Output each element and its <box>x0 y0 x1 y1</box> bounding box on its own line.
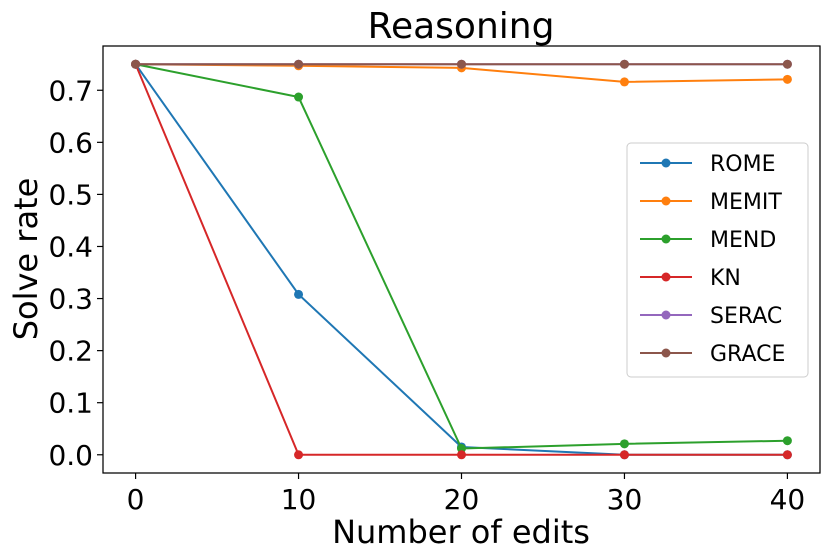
legend-label-memit: MEMIT <box>710 190 782 215</box>
legend-item-serac: SERAC <box>640 304 782 329</box>
data-point-kn <box>619 450 629 460</box>
x-tick-label: 20 <box>444 483 480 516</box>
y-tick-label: 0.7 <box>48 74 93 107</box>
legend-item-grace: GRACE <box>640 342 785 367</box>
x-tick-label: 0 <box>127 483 145 516</box>
y-tick-label: 0.2 <box>48 335 93 368</box>
x-tick-label: 40 <box>770 483 806 516</box>
legend-label-grace: GRACE <box>710 342 785 367</box>
data-point-mend <box>782 436 792 446</box>
chart-title: Reasoning <box>368 6 555 47</box>
legend-marker-grace <box>661 348 671 358</box>
x-axis-label: Number of edits <box>332 513 590 551</box>
y-tick-label: 0.1 <box>48 387 93 420</box>
legend-label-serac: SERAC <box>710 304 782 329</box>
legend-item-mend: MEND <box>640 228 776 253</box>
legend-marker-mend <box>661 234 671 244</box>
x-tick-label: 30 <box>607 483 643 516</box>
data-point-memit <box>619 77 629 87</box>
data-point-mend <box>294 92 304 102</box>
data-point-grace <box>782 59 792 69</box>
y-tick-label: 0.4 <box>48 230 93 263</box>
y-tick-label: 0.3 <box>48 283 93 316</box>
data-point-rome <box>294 289 304 299</box>
legend-marker-kn <box>661 272 671 282</box>
legend-marker-memit <box>661 196 671 206</box>
y-axis-label: Solve rate <box>7 178 45 341</box>
data-point-mend <box>619 439 629 449</box>
plot-frame <box>102 45 821 474</box>
x-axis-ticks: 0 10 20 30 40 <box>127 473 806 516</box>
data-point-mend <box>457 444 466 454</box>
legend-marker-rome <box>661 158 671 168</box>
legend-label-kn: KN <box>710 266 741 291</box>
data-point-grace <box>619 59 629 69</box>
data-point-grace <box>294 59 304 69</box>
series-layer <box>131 59 792 460</box>
x-tick-label: 10 <box>281 483 317 516</box>
legend-item-memit: MEMIT <box>640 190 782 215</box>
data-point-grace <box>131 59 141 69</box>
y-tick-label: 0.5 <box>48 178 93 211</box>
series-kn <box>131 59 792 460</box>
legend-marker-serac <box>661 310 671 320</box>
legend-label-mend: MEND <box>710 228 776 253</box>
data-point-memit <box>782 74 792 84</box>
series-grace <box>131 59 792 69</box>
data-point-kn <box>457 450 466 460</box>
legend-label-rome: ROME <box>710 152 775 177</box>
data-point-kn <box>294 450 304 460</box>
data-point-grace <box>457 59 466 69</box>
y-tick-label: 0.0 <box>48 439 93 472</box>
data-point-kn <box>782 450 792 460</box>
legend: ROME MEMIT MEND KN SERAC GRACE <box>626 142 809 378</box>
legend-item-rome: ROME <box>640 152 775 177</box>
legend-item-kn: KN <box>640 266 741 291</box>
y-tick-label: 0.6 <box>48 126 93 159</box>
y-axis-ticks: 0.0 0.1 0.2 0.3 0.4 0.5 0.6 0.7 <box>48 74 103 472</box>
